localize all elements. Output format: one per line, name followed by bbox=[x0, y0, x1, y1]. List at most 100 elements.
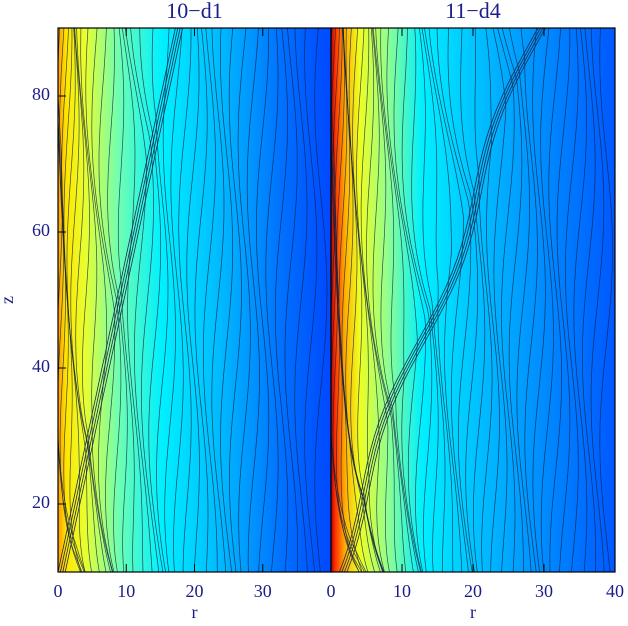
contour-line bbox=[393, 28, 426, 572]
contour-line bbox=[58, 28, 83, 572]
contour-line bbox=[202, 28, 218, 572]
contour-line bbox=[532, 28, 546, 572]
shock-line bbox=[60, 28, 179, 572]
contour-line bbox=[304, 28, 318, 572]
contour-line bbox=[366, 28, 398, 572]
contour-line bbox=[372, 28, 414, 572]
contour-line bbox=[186, 28, 200, 572]
contour-line bbox=[380, 28, 422, 572]
contour-line bbox=[284, 28, 299, 572]
x-tick-label: 40 bbox=[606, 581, 624, 601]
x-tick-label: 0 bbox=[327, 581, 336, 601]
shock-line bbox=[344, 28, 544, 572]
contour-line bbox=[178, 28, 192, 572]
x-tick-label: 10 bbox=[117, 581, 135, 601]
contour-line bbox=[485, 28, 500, 572]
contour-line bbox=[520, 28, 538, 572]
x-tick-label: 0 bbox=[54, 581, 63, 601]
contour-line bbox=[565, 28, 579, 572]
contour-line bbox=[274, 28, 289, 572]
shock-line bbox=[58, 28, 176, 572]
contour-line bbox=[352, 28, 384, 572]
contour-line bbox=[501, 28, 524, 572]
shock-line bbox=[62, 28, 181, 572]
contour-line bbox=[162, 28, 176, 572]
contour-line bbox=[599, 28, 613, 572]
contour-line bbox=[332, 28, 360, 572]
x-axis-label: r bbox=[192, 602, 198, 622]
contour-line bbox=[386, 28, 422, 572]
contour-line bbox=[121, 28, 144, 572]
contour-line bbox=[194, 28, 209, 572]
contour-line bbox=[211, 28, 227, 572]
contour-line bbox=[582, 28, 597, 572]
y-tick-label: 20 bbox=[32, 492, 50, 512]
contour-line bbox=[294, 28, 308, 572]
contour-line bbox=[548, 28, 562, 572]
contour-line bbox=[336, 28, 369, 572]
contour-line bbox=[509, 28, 532, 572]
contour-line bbox=[228, 28, 242, 572]
field bbox=[331, 28, 615, 572]
contour-line bbox=[348, 28, 384, 572]
contour-line bbox=[74, 28, 107, 572]
contour-line bbox=[130, 28, 160, 572]
panel-title: 10−d1 bbox=[166, 0, 222, 23]
contour-line bbox=[375, 28, 419, 572]
contour-line bbox=[540, 28, 554, 572]
contour-line bbox=[556, 28, 571, 572]
contour-line bbox=[360, 28, 390, 572]
y-axis-label: z bbox=[0, 296, 17, 304]
y-tick-label: 40 bbox=[32, 356, 50, 376]
panel-title: 11−d4 bbox=[445, 0, 501, 23]
shock-line bbox=[346, 28, 546, 572]
contour-line bbox=[401, 28, 433, 572]
contour-line bbox=[436, 28, 473, 572]
y-tick-label: 60 bbox=[32, 220, 50, 240]
shock-line bbox=[339, 28, 539, 572]
y-tick-label: 80 bbox=[32, 84, 50, 104]
x-tick-label: 10 bbox=[393, 581, 411, 601]
x-axis-label: r bbox=[470, 602, 476, 622]
contour-line bbox=[573, 28, 588, 572]
contour-line bbox=[139, 28, 164, 572]
contour-line bbox=[428, 28, 469, 572]
x-tick-label: 20 bbox=[186, 581, 204, 601]
shock-line bbox=[341, 28, 541, 572]
contour-line bbox=[76, 28, 111, 572]
x-tick-label: 20 bbox=[464, 581, 482, 601]
contour-line bbox=[124, 28, 153, 572]
contour-line bbox=[256, 28, 270, 572]
x-tick-label: 30 bbox=[254, 581, 272, 601]
contour-line bbox=[70, 28, 100, 572]
shock-line bbox=[64, 28, 183, 572]
contours bbox=[331, 28, 613, 572]
contour-line bbox=[246, 28, 260, 572]
contour-line bbox=[170, 28, 184, 572]
contour-line bbox=[474, 28, 493, 572]
contour-line bbox=[447, 28, 479, 572]
contour-line bbox=[80, 28, 113, 572]
contour-line bbox=[460, 28, 486, 572]
contour-line bbox=[371, 28, 407, 572]
contours bbox=[58, 28, 328, 572]
contour-line bbox=[314, 28, 328, 572]
contour-line bbox=[492, 28, 508, 572]
contour-line bbox=[237, 28, 251, 572]
contour-line bbox=[85, 28, 114, 572]
contour-line bbox=[590, 28, 605, 572]
contour-line bbox=[345, 28, 385, 572]
contour-line bbox=[66, 28, 92, 572]
contour-line bbox=[419, 28, 446, 572]
contour-line bbox=[421, 28, 454, 572]
contour-line bbox=[91, 28, 116, 572]
contour-line bbox=[497, 28, 516, 572]
x-tick-label: 30 bbox=[535, 581, 553, 601]
contour-line bbox=[220, 28, 234, 572]
field bbox=[58, 28, 331, 572]
contour-line bbox=[411, 28, 439, 572]
contour-line bbox=[265, 28, 279, 572]
contour-line bbox=[356, 28, 385, 572]
